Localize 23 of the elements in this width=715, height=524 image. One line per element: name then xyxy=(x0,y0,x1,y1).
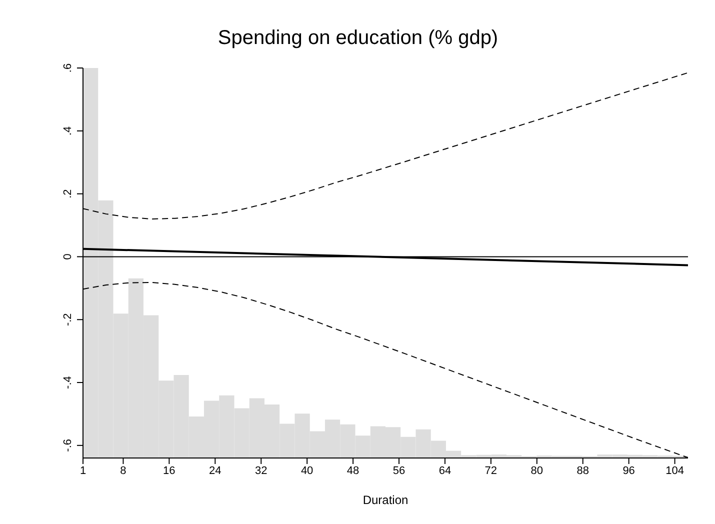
x-tick-label: 16 xyxy=(163,464,176,477)
x-tick-label: 48 xyxy=(346,464,360,477)
x-tick-label: 96 xyxy=(622,464,635,477)
chart-title: Spending on education (% gdp) xyxy=(216,26,500,51)
y-tick-label: .2 xyxy=(62,189,74,198)
x-tick-label: 88 xyxy=(576,464,589,477)
y-tick-label: .4 xyxy=(62,126,74,136)
x-tick-label: 80 xyxy=(530,464,544,477)
x-tick-label: 32 xyxy=(254,464,268,477)
y-tick-label: .6 xyxy=(62,63,74,73)
x-tick-label: 1 xyxy=(80,464,86,477)
x-tick-label: 104 xyxy=(666,464,684,477)
y-tick-label: -.6 xyxy=(62,438,74,452)
x-tick-label: 56 xyxy=(392,464,406,477)
x-tick-label: 64 xyxy=(438,464,452,477)
x-tick-label: 72 xyxy=(484,464,498,477)
x-tick-label: 24 xyxy=(209,464,222,477)
y-tick-label: -.4 xyxy=(62,376,74,389)
x-tick-label: 40 xyxy=(300,464,314,477)
x-tick-label: 8 xyxy=(120,464,126,477)
y-tick-label: 0 xyxy=(62,254,74,260)
x-axis-title: Duration xyxy=(362,493,408,507)
y-tick-label: -.2 xyxy=(62,313,74,326)
